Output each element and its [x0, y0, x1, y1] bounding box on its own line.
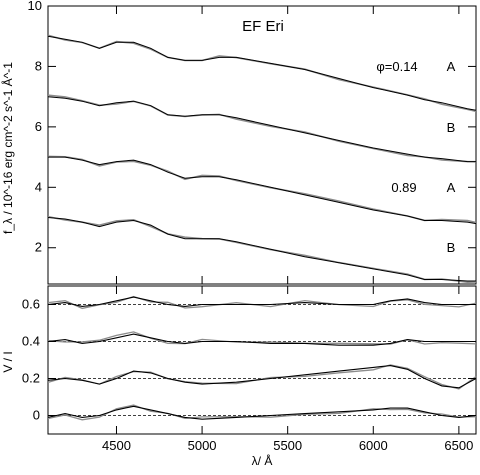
flux-observed-line-1 — [47, 94, 477, 163]
polarization-observed-line-3 — [47, 404, 477, 421]
flux-y-tick-label-1: 4 — [35, 179, 42, 194]
flux-panel-frame — [47, 5, 477, 285]
x-tick-label-3: 6000 — [359, 438, 388, 453]
flux-y-tick-label-2: 6 — [35, 119, 42, 134]
polarization-series-group — [47, 295, 477, 421]
polarization-axis-ticks: 4500 5000 5500 6000 6500 0 0.2 0.4 0.6 — [22, 286, 476, 453]
polarization-observed-line-0 — [47, 295, 477, 310]
flux-y-axis-label: f_λ / 10^-16 erg cm^-2 s^-1 Å^-1 — [0, 62, 15, 234]
polarization-y-tick-label-1: 0.2 — [22, 371, 40, 386]
polarization-model-line-2 — [47, 365, 477, 389]
spectrum-label-a-0-14: A — [447, 59, 456, 74]
flux-y-tick-label-4: 10 — [28, 0, 42, 13]
phase-label-0-89: 0.89 — [391, 180, 416, 195]
flux-model-line-1 — [47, 96, 476, 163]
flux-series-group — [47, 34, 477, 284]
flux-model-line-3 — [47, 217, 476, 282]
spectrum-label-b-0-89: B — [447, 240, 456, 255]
polarization-observed-line-2 — [47, 364, 477, 390]
x-tick-label-2: 5500 — [273, 438, 302, 453]
polarization-y-axis-label: V / I — [1, 351, 15, 372]
polarization-model-line-3 — [47, 405, 477, 420]
polarization-y-tick-label-0: 0 — [33, 408, 40, 423]
flux-observed-line-3 — [47, 215, 477, 284]
flux-model-line-2 — [48, 156, 477, 225]
polarization-y-tick-label-3: 0.6 — [22, 297, 40, 312]
flux-y-tick-label-3: 8 — [35, 58, 42, 73]
flux-axis-ticks: 2 4 6 8 10 — [28, 0, 476, 284]
x-tick-label-0: 4500 — [102, 438, 131, 453]
polarization-model-line-1 — [47, 333, 476, 346]
x-tick-label-1: 5000 — [188, 438, 217, 453]
x-axis-label: λ/ Å — [252, 453, 273, 468]
spectrum-label-a-0-89: A — [447, 180, 456, 195]
chart-title: EF Eri — [242, 18, 284, 35]
flux-model-line-0 — [47, 35, 477, 111]
polarization-observed-line-1 — [47, 331, 477, 345]
x-tick-label-4: 6500 — [444, 438, 473, 453]
flux-y-tick-label-0: 2 — [35, 240, 42, 255]
polarization-panel-frame — [47, 285, 477, 435]
polarization-y-tick-label-2: 0.4 — [22, 334, 40, 349]
polarization-model-line-0 — [47, 296, 476, 307]
phase-label-0-14: φ=0.14 — [376, 59, 417, 74]
spectrum-label-b-0-14: B — [447, 120, 456, 135]
